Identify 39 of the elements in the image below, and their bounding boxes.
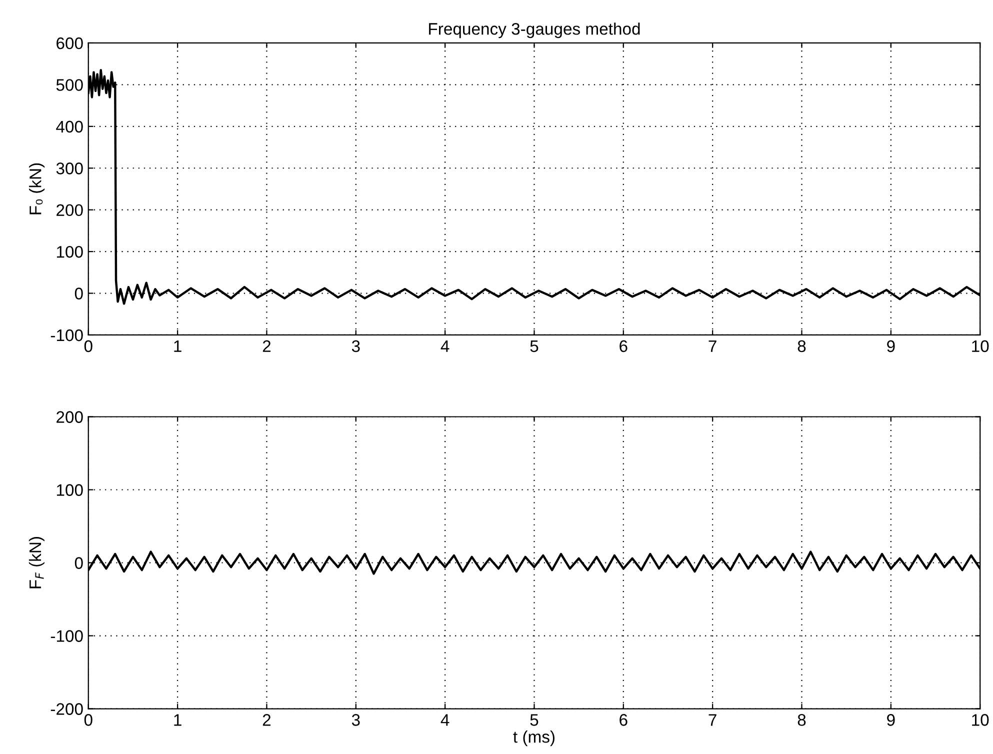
y-tick-label: 100 (56, 484, 83, 496)
x-tick-label: 0 (84, 714, 92, 726)
x-tick-label: 3 (352, 714, 360, 726)
x-tick-label: 2 (262, 714, 271, 726)
y-tick-label: -200 (50, 703, 83, 715)
y-tick-label: -100 (50, 630, 83, 642)
x-tick-label: 10 (972, 714, 989, 726)
x-tick-label: 7 (708, 714, 716, 726)
y-tick-label: 600 (56, 37, 83, 50)
y-axis-title: F₀ (kN) (29, 163, 45, 214)
y-tick-label: 500 (56, 79, 83, 91)
y-tick-label: 100 (56, 246, 83, 258)
chart-title: Frequency 3-gauges method (429, 22, 640, 38)
x-tick-label: 5 (530, 714, 538, 726)
x-tick-label: 8 (798, 340, 806, 352)
x-tick-label: 7 (708, 340, 716, 352)
x-tick-label: 1 (174, 340, 182, 352)
x-tick-label: 1 (174, 714, 182, 726)
y-tick-label: 300 (56, 162, 83, 174)
x-tick-label: 10 (972, 340, 989, 352)
x-tick-label: 9 (887, 340, 895, 352)
x-tick-label: 4 (440, 714, 450, 726)
y-tick-label: 200 (56, 204, 83, 216)
x-axis-title: t (ms) (513, 730, 554, 746)
x-tick-label: 6 (620, 714, 628, 726)
x-tick-label: 2 (262, 340, 271, 352)
x-tick-label: 5 (530, 340, 538, 352)
x-tick-label: 8 (798, 714, 806, 726)
y-tick-label: -100 (50, 329, 83, 342)
x-tick-label: 9 (887, 714, 895, 726)
y-axis-title: F$_{F}$ (kN) (28, 537, 44, 588)
x-tick-label: 6 (620, 340, 628, 352)
x-tick-label: 4 (440, 340, 450, 352)
y-tick-label: 0 (74, 288, 83, 300)
x-tick-label: 3 (352, 340, 360, 352)
x-tick-label: 0 (84, 340, 92, 352)
y-tick-label: 200 (56, 411, 83, 423)
y-tick-label: 400 (56, 120, 83, 133)
y-tick-label: 0 (74, 557, 83, 569)
